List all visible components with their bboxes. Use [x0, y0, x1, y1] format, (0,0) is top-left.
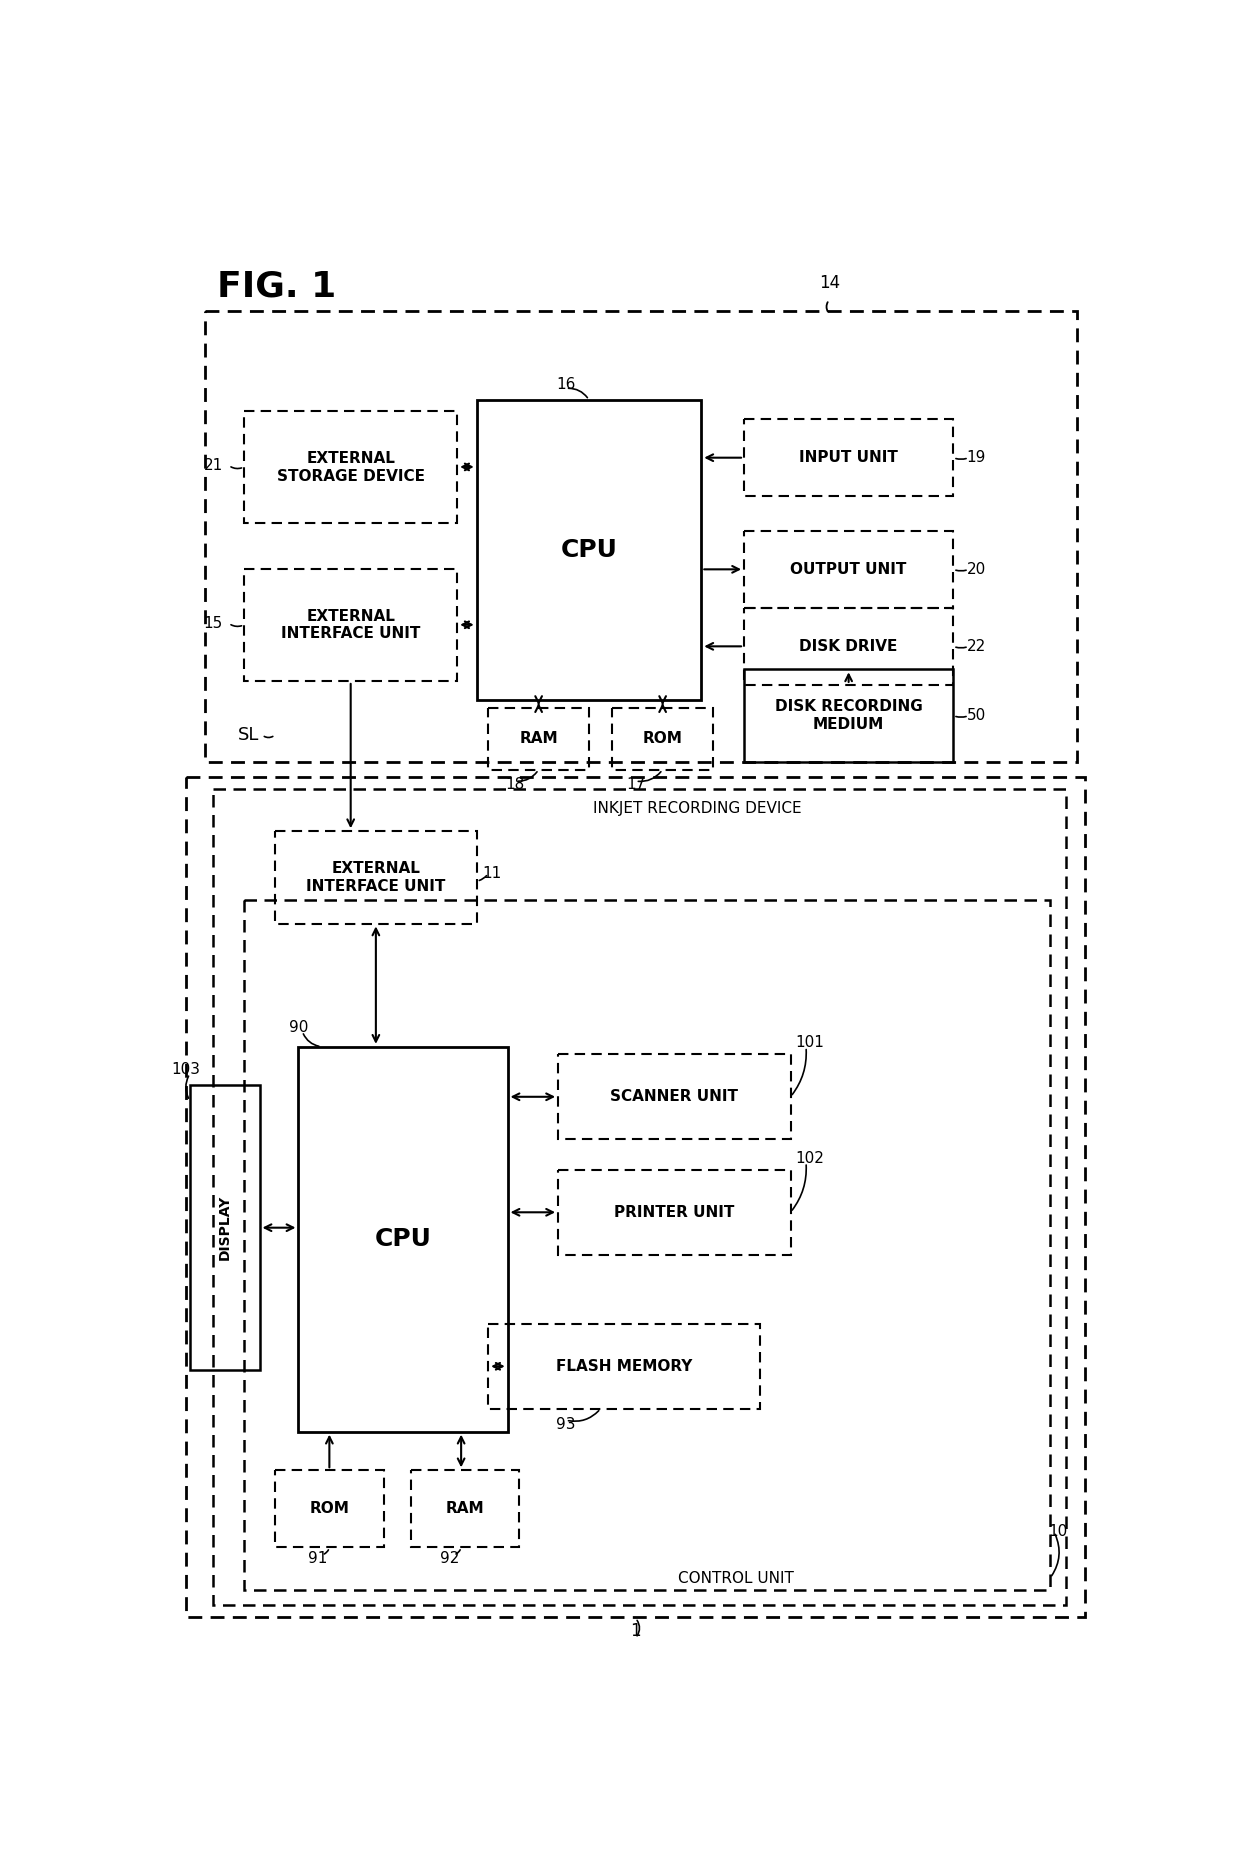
- Bar: [744, 669, 954, 761]
- Bar: [744, 531, 954, 607]
- Text: 101: 101: [795, 1036, 825, 1051]
- Text: PRINTER UNIT: PRINTER UNIT: [614, 1205, 734, 1220]
- Bar: [275, 832, 476, 923]
- Text: 90: 90: [289, 1019, 308, 1034]
- Text: 91: 91: [308, 1551, 327, 1565]
- Bar: [186, 778, 1085, 1617]
- Text: 20: 20: [967, 563, 986, 578]
- Text: 17: 17: [626, 778, 645, 793]
- Text: CPU: CPU: [374, 1227, 432, 1252]
- Text: EXTERNAL
INTERFACE UNIT: EXTERNAL INTERFACE UNIT: [281, 609, 420, 641]
- Text: 19: 19: [967, 449, 986, 466]
- Bar: [744, 607, 954, 685]
- Bar: [244, 570, 458, 682]
- Text: 15: 15: [203, 617, 223, 631]
- Bar: [244, 412, 458, 524]
- Bar: [410, 1471, 520, 1547]
- Text: EXTERNAL
INTERFACE UNIT: EXTERNAL INTERFACE UNIT: [306, 862, 445, 893]
- Text: 1: 1: [630, 1621, 641, 1640]
- Text: ROM: ROM: [642, 732, 682, 747]
- Text: RAM: RAM: [445, 1500, 485, 1515]
- Text: 22: 22: [967, 639, 986, 654]
- Bar: [244, 901, 1050, 1590]
- Bar: [213, 789, 1065, 1604]
- Text: 10: 10: [1048, 1525, 1068, 1539]
- Bar: [299, 1047, 507, 1432]
- Text: DISK RECORDING
MEDIUM: DISK RECORDING MEDIUM: [775, 700, 923, 732]
- Bar: [190, 1084, 259, 1370]
- Bar: [558, 1170, 791, 1255]
- Text: EXTERNAL
STORAGE DEVICE: EXTERNAL STORAGE DEVICE: [277, 451, 424, 483]
- Text: FLASH MEMORY: FLASH MEMORY: [556, 1359, 692, 1374]
- Bar: [744, 420, 954, 496]
- Text: 93: 93: [556, 1417, 575, 1432]
- Bar: [476, 399, 702, 700]
- Bar: [275, 1471, 383, 1547]
- Text: 14: 14: [818, 275, 839, 292]
- Text: 18: 18: [506, 778, 525, 793]
- Text: 92: 92: [440, 1551, 459, 1565]
- Text: 11: 11: [482, 865, 502, 880]
- Bar: [489, 708, 589, 769]
- Text: SL: SL: [238, 726, 259, 745]
- Text: DISPLAY: DISPLAY: [218, 1196, 232, 1261]
- Text: INPUT UNIT: INPUT UNIT: [800, 449, 898, 466]
- Text: 16: 16: [556, 377, 575, 392]
- Text: ROM: ROM: [310, 1500, 350, 1515]
- Text: 21: 21: [203, 459, 223, 474]
- Bar: [558, 1055, 791, 1138]
- Text: OUTPUT UNIT: OUTPUT UNIT: [790, 563, 906, 578]
- Text: 50: 50: [967, 708, 986, 722]
- Text: CONTROL UNIT: CONTROL UNIT: [678, 1571, 794, 1586]
- Text: CPU: CPU: [560, 539, 618, 563]
- Text: 103: 103: [171, 1062, 201, 1077]
- Text: INKJET RECORDING DEVICE: INKJET RECORDING DEVICE: [593, 800, 802, 815]
- Bar: [613, 708, 713, 769]
- Text: FIG. 1: FIG. 1: [217, 269, 336, 303]
- Bar: [206, 312, 1078, 761]
- Bar: [489, 1324, 759, 1409]
- Text: RAM: RAM: [520, 732, 558, 747]
- Text: 102: 102: [795, 1151, 825, 1166]
- Text: SCANNER UNIT: SCANNER UNIT: [610, 1090, 738, 1105]
- Text: DISK DRIVE: DISK DRIVE: [800, 639, 898, 654]
